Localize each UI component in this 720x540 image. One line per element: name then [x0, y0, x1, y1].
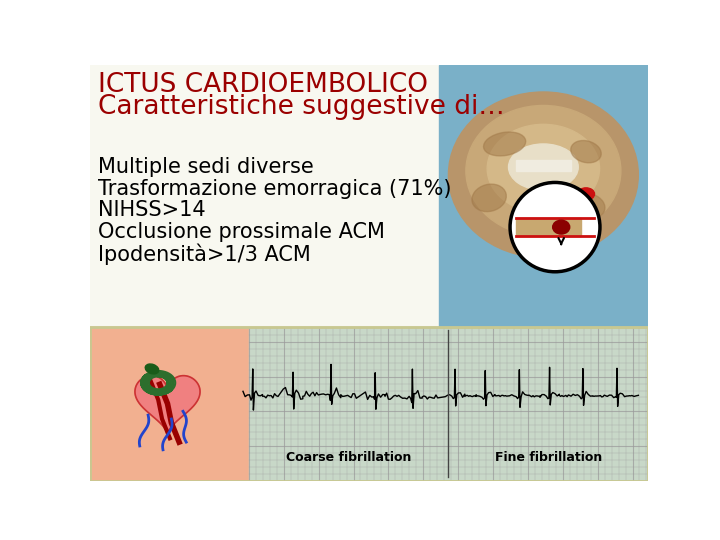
Ellipse shape [575, 193, 605, 218]
Ellipse shape [577, 188, 595, 200]
Ellipse shape [571, 140, 601, 163]
Text: Ipodensità>1/3 ACM: Ipodensità>1/3 ACM [98, 244, 310, 265]
Circle shape [510, 183, 600, 272]
Bar [90, 327, 648, 481]
Text: ICTUS CARDIOEMBOLICO: ICTUS CARDIOEMBOLICO [98, 72, 428, 98]
Bar [249, 327, 648, 481]
Ellipse shape [472, 184, 506, 212]
Ellipse shape [553, 220, 570, 234]
Ellipse shape [449, 92, 639, 258]
Bar [90, 327, 648, 481]
Text: Multiple sedi diverse: Multiple sedi diverse [98, 157, 313, 177]
Ellipse shape [484, 132, 526, 156]
Text: Caratteristiche suggestive di…: Caratteristiche suggestive di… [98, 94, 505, 120]
Text: Fine fibrillation: Fine fibrillation [495, 451, 602, 464]
FancyArrow shape [516, 218, 581, 237]
Text: Trasformazione emorragica (71%): Trasformazione emorragica (71%) [98, 179, 451, 199]
Ellipse shape [466, 105, 621, 237]
Polygon shape [135, 376, 200, 434]
Text: Occlusione prossimale ACM: Occlusione prossimale ACM [98, 222, 384, 242]
Text: NIHSS>14: NIHSS>14 [98, 200, 205, 220]
Ellipse shape [145, 364, 158, 374]
Ellipse shape [508, 144, 578, 190]
Text: Coarse fibrillation: Coarse fibrillation [286, 451, 411, 464]
Ellipse shape [487, 124, 600, 213]
Bar [438, 65, 648, 327]
Bar [90, 327, 249, 481]
FancyArrow shape [516, 160, 570, 171]
